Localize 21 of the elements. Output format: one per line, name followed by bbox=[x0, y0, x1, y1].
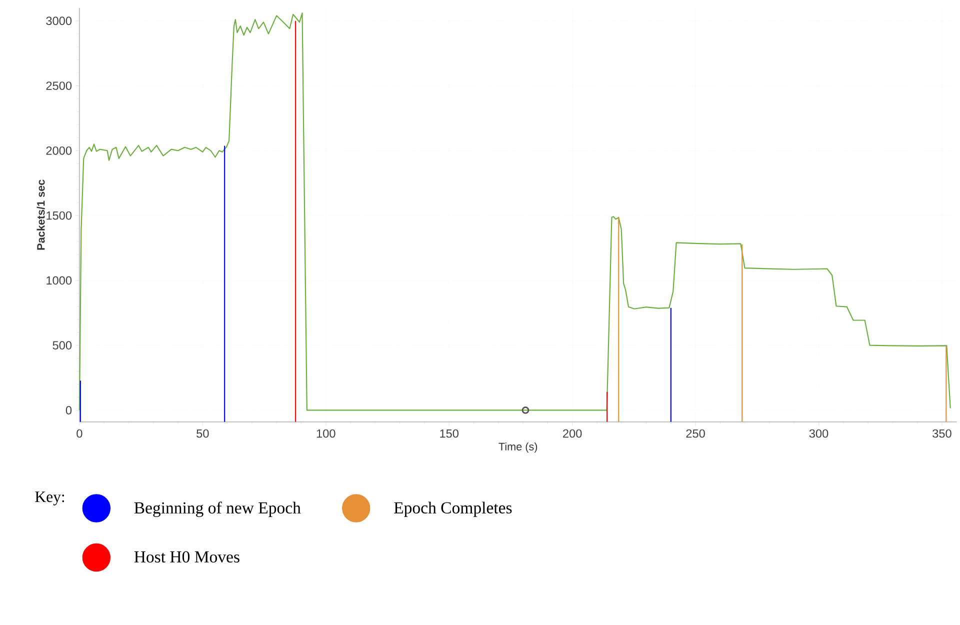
x-tick-label: 100 bbox=[316, 429, 336, 438]
x-tick-label: 200 bbox=[563, 429, 582, 438]
x-axis-title: Time (s) bbox=[498, 442, 538, 453]
y-tick-label: 1000 bbox=[46, 276, 72, 285]
legend-title: Key: bbox=[35, 492, 64, 506]
x-tick-label: 150 bbox=[440, 429, 459, 438]
x-tick-label: 300 bbox=[809, 429, 828, 438]
legend-label: Epoch Completes bbox=[394, 502, 512, 517]
y-tick-label: 500 bbox=[52, 341, 72, 350]
y-axis-title: Packets/1 sec bbox=[36, 180, 45, 250]
legend-label: Beginning of new Epoch bbox=[134, 502, 301, 518]
y-tick-label: 2500 bbox=[46, 82, 72, 90]
y-tick-label: 1500 bbox=[46, 211, 72, 220]
x-tick-label: 0 bbox=[76, 429, 82, 438]
y-tick-label: 0 bbox=[66, 406, 72, 414]
y-tick-label: 3000 bbox=[46, 16, 72, 26]
y-tick-label: 2000 bbox=[46, 146, 72, 155]
x-tick-label: 50 bbox=[196, 429, 209, 438]
legend-label: Host H0 Moves bbox=[134, 551, 240, 563]
x-tick-label: 350 bbox=[932, 429, 952, 438]
x-tick-label: 250 bbox=[686, 429, 705, 438]
